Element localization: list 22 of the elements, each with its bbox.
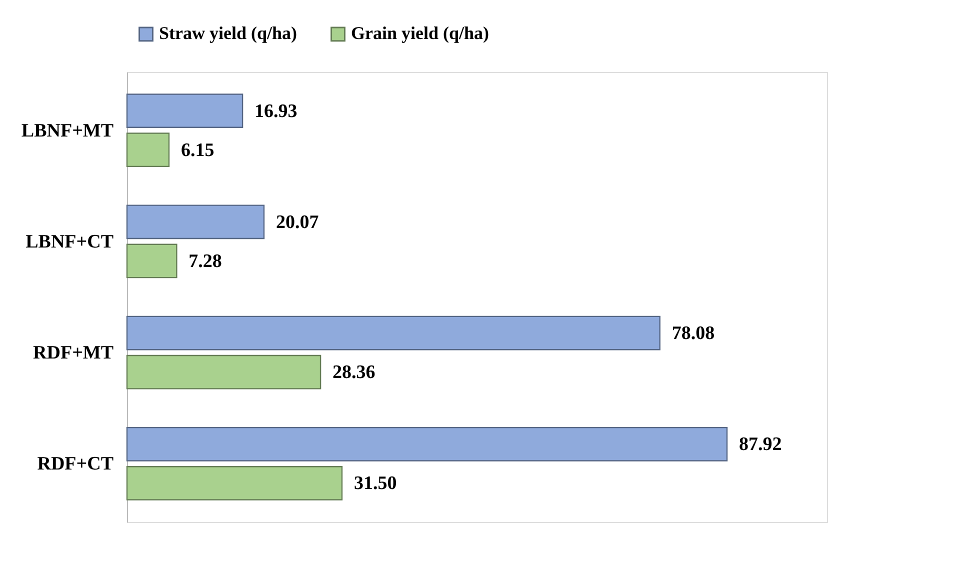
bar	[126, 354, 322, 390]
bar	[126, 316, 660, 350]
bar	[126, 94, 244, 128]
bar	[126, 244, 178, 278]
y-tick-label: RDF+CT	[37, 454, 114, 475]
legend-label: Straw yield (q/ha)	[159, 23, 298, 44]
data-label: 20.07	[276, 212, 320, 233]
y-tick-label: LBNF+MT	[21, 120, 114, 142]
bar	[126, 132, 170, 168]
data-label: 31.50	[354, 473, 397, 494]
data-label: 87.92	[739, 434, 782, 456]
data-label: 6.15	[180, 140, 214, 161]
bar	[126, 466, 343, 500]
data-label: 16.93	[254, 100, 298, 122]
y-tick-label: LBNF+CT	[26, 231, 114, 252]
bar	[126, 204, 265, 240]
data-label: 28.36	[332, 362, 376, 384]
bar	[126, 426, 728, 462]
y-tick-label: RDF+MT	[33, 342, 114, 364]
legend-label: Grain yield (q/ha)	[351, 23, 490, 44]
data-label: 78.08	[672, 323, 715, 344]
data-label: 7.28	[188, 250, 222, 272]
